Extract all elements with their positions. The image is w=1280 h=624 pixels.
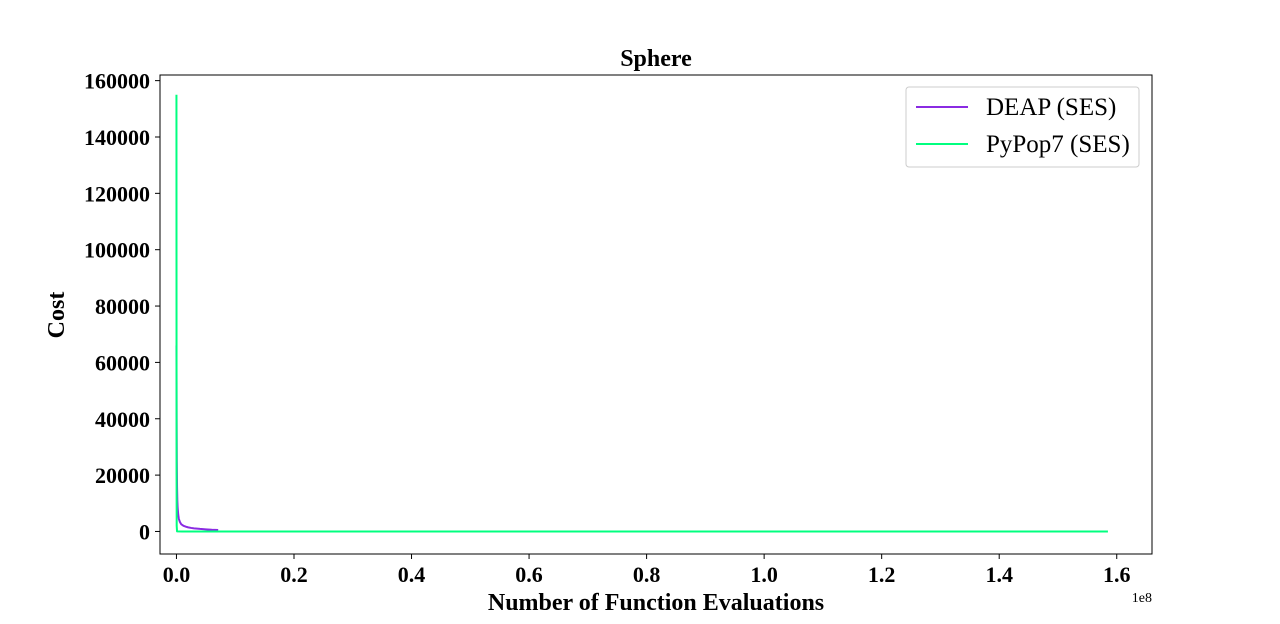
y-tick-label: 80000 <box>95 294 150 319</box>
y-tick-label: 140000 <box>84 125 150 150</box>
y-tick-label: 120000 <box>84 181 150 206</box>
legend-label: DEAP (SES) <box>986 94 1116 121</box>
x-tick-label: 0.4 <box>398 562 426 587</box>
plot-area <box>159 74 1153 555</box>
y-tick-label: 60000 <box>95 350 150 375</box>
x-axis: 0.0 0.2 0.4 0.6 0.8 1.0 1.2 1.4 1.6 <box>163 554 1131 587</box>
x-tick-label: 1.4 <box>985 562 1013 587</box>
y-axis: 0 20000 40000 60000 80000 100000 120000 140000 1… <box>84 69 160 544</box>
x-tick-label: 0.8 <box>633 562 661 587</box>
x-axis-label: Number of Function Evaluations <box>488 590 824 616</box>
x-tick-label: 1.2 <box>868 562 896 587</box>
y-tick-label: 160000 <box>84 69 150 94</box>
x-tick-label: 1.0 <box>750 562 778 587</box>
x-tick-label: 0.6 <box>515 562 543 587</box>
x-tick-label: 0.0 <box>163 562 191 587</box>
y-axis-label: Cost <box>44 292 70 339</box>
y-tick-label: 100000 <box>84 238 150 263</box>
legend: DEAP (SES) PyPop7 (SES) <box>905 86 1140 168</box>
x-axis-offset-label: 1e8 <box>1132 591 1152 606</box>
x-tick-label: 0.2 <box>280 562 308 587</box>
y-tick-label: 40000 <box>95 407 150 432</box>
chart-title: Sphere <box>620 46 692 72</box>
series-line-pypop7-ses <box>175 94 1108 533</box>
x-tick-label: 1.6 <box>1103 562 1131 587</box>
series-layer <box>175 94 1108 533</box>
y-tick-label: 20000 <box>95 463 150 488</box>
y-tick-label: 0 <box>139 519 150 544</box>
legend-label: PyPop7 (SES) <box>986 131 1130 158</box>
plot-frame <box>159 74 1153 555</box>
